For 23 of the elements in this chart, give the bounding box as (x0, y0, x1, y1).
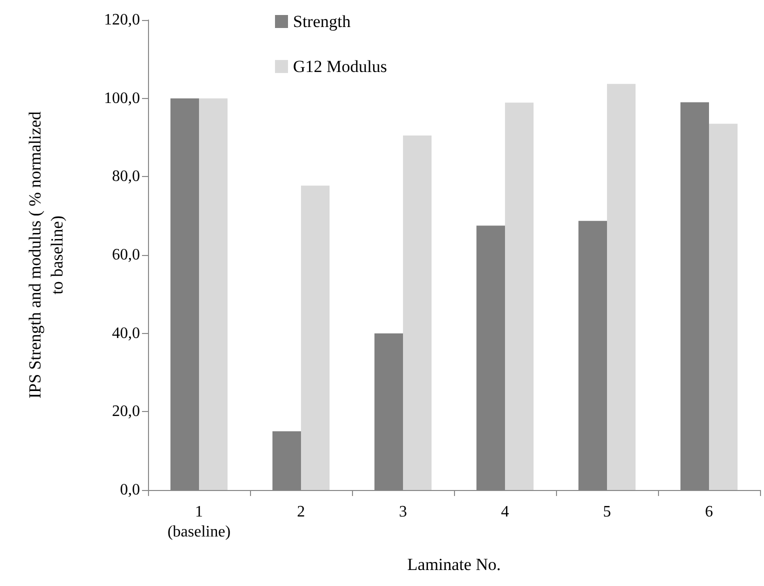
legend-label: G12 Modulus (293, 57, 387, 76)
x-tick-label: 5 (603, 504, 611, 520)
y-tick-label: 80,0 (112, 168, 140, 186)
x-tick-label: 2 (297, 504, 305, 520)
y-tick-label: 40,0 (112, 324, 140, 342)
x-axis-title: Laminate No. (407, 555, 501, 574)
x-tick-label: 3 (399, 504, 407, 520)
y-tick-label: 0,0 (120, 482, 140, 498)
y-tick-label: 20,0 (112, 403, 140, 420)
bar (199, 98, 228, 490)
legend-label: Strength (293, 12, 352, 31)
y-tick-label: 120,0 (104, 12, 140, 28)
x-tick-label: 4 (501, 504, 509, 520)
bar (301, 186, 330, 490)
bar (709, 124, 738, 490)
bar (505, 102, 534, 490)
y-axis-title: IPS Strength and modulus ( % normalized to baseline) (26, 110, 66, 399)
bar (607, 84, 636, 490)
x-tick-label: 6 (705, 504, 713, 520)
bar (403, 136, 432, 490)
x-tick-label: 1 (baseline) (167, 504, 231, 540)
y-tick-label: 100,0 (104, 90, 140, 107)
y-tick-label: 60,0 (112, 246, 140, 264)
